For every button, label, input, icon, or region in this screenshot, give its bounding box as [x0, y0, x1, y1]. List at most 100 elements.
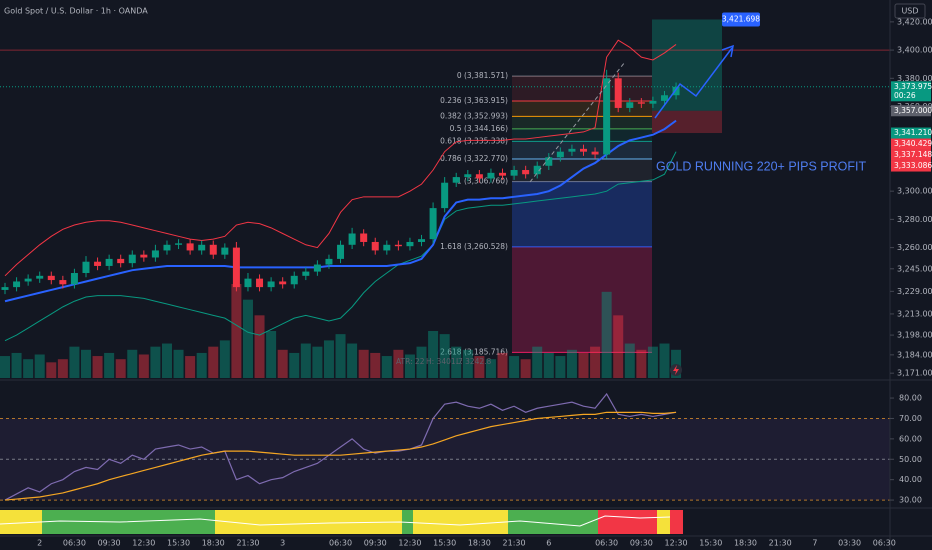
- x-tick-label: 15:30: [433, 539, 456, 548]
- volume-bar: [509, 356, 520, 378]
- price-label-box: [891, 105, 931, 117]
- candle-body: [637, 102, 645, 104]
- y-tick-label: 3,213.000: [897, 309, 932, 318]
- background-layer: 0 (3,381.571) 0.236 (3,363.915) 0.382 (3,3…: [0, 19, 890, 501]
- candle-body: [510, 170, 518, 176]
- x-tick-label: 12:30: [665, 539, 688, 548]
- candle-body: [47, 275, 55, 281]
- candle-body: [533, 165, 541, 175]
- candle-body: [244, 278, 252, 288]
- candle-body: [232, 247, 240, 288]
- fib-label: 0.382 (3,352.993): [440, 111, 508, 120]
- volume-bar: [393, 349, 404, 378]
- volume-bar: [219, 340, 230, 378]
- y-tick-label: 3,245.000: [897, 264, 932, 273]
- volume-bar: [485, 359, 496, 378]
- x-tick-label: 15:30: [699, 539, 722, 548]
- currency-box[interactable]: [894, 3, 926, 19]
- candle-body: [290, 275, 298, 285]
- candle-body: [267, 281, 275, 288]
- candle-body: [348, 233, 356, 245]
- rsi-line: [4, 392, 677, 501]
- x-tick-label: 06:30: [63, 539, 86, 548]
- trend-dashed: [529, 61, 626, 183]
- fib-zone: [512, 116, 652, 129]
- volume-bar: [532, 346, 543, 378]
- candle-body: [394, 244, 402, 247]
- y-tick-label: 30.00: [899, 496, 922, 505]
- volume-bar: [312, 346, 323, 378]
- candle-body: [499, 172, 507, 176]
- candle-body: [24, 278, 32, 282]
- strip-line: [0, 515, 671, 527]
- candle-body: [672, 86, 680, 96]
- volume-bar: [150, 346, 161, 378]
- candle-body: [163, 244, 171, 251]
- candle-body: [660, 95, 668, 101]
- volume-bar: [46, 362, 57, 378]
- volume-bar: [335, 334, 346, 378]
- countdown: 00:26: [894, 91, 916, 100]
- price-label: 3,337.148: [894, 150, 932, 159]
- fib-label: 0.236 (3,363.915): [440, 96, 508, 105]
- y-tick-label: 50.00: [899, 455, 922, 464]
- volume-bar: [57, 359, 68, 378]
- fib-zone: [512, 246, 652, 353]
- volume-bar: [590, 346, 601, 378]
- band-line: [4, 151, 677, 342]
- volume-bar: [266, 331, 277, 378]
- volume-bar: [566, 349, 577, 378]
- volume-bar: [277, 349, 288, 378]
- strip-segment: [670, 510, 683, 534]
- candle-body: [128, 254, 136, 264]
- candle-body: [105, 258, 113, 266]
- indicator-value: ATR: 22: [396, 357, 425, 366]
- volume-bar: [613, 315, 624, 378]
- x-tick-label: 2: [37, 539, 42, 548]
- volume-bar: [347, 343, 358, 378]
- candle-body: [568, 148, 576, 152]
- x-tick-label: 06:30: [595, 539, 618, 548]
- volume-bar: [23, 359, 34, 378]
- candle-body: [360, 233, 368, 242]
- price-label: 3,373.975: [894, 82, 932, 91]
- y-tick-label: 40.00: [899, 475, 922, 484]
- volume-bar: [358, 349, 369, 378]
- candle-body: [649, 100, 657, 104]
- candle-body: [591, 151, 599, 155]
- strip-segment: [657, 510, 670, 534]
- candle-body: [429, 208, 437, 240]
- candle-body: [70, 273, 78, 285]
- price-label: 3,357.000: [894, 106, 932, 115]
- y-tick-label: 3,420.000: [897, 17, 932, 26]
- x-tick-label: 21:30: [503, 539, 526, 548]
- candle-body: [36, 275, 44, 279]
- candle-body: [313, 264, 321, 272]
- volume-bar: [416, 346, 427, 378]
- candle-body: [175, 243, 183, 245]
- candle-body: [626, 102, 634, 108]
- x-tick-label: 6: [546, 539, 551, 548]
- candle-body: [614, 78, 622, 108]
- candle-body: [383, 244, 391, 251]
- volume-bar: [196, 352, 207, 378]
- icon: [673, 365, 679, 375]
- candle-body: [59, 280, 67, 285]
- volume-bar: [231, 284, 242, 378]
- drawing-arrow: [529, 44, 734, 183]
- x-tick-label: 03:30: [838, 539, 861, 548]
- price-label-box: [891, 127, 931, 139]
- y-tick-label: 3,184.000: [897, 350, 932, 359]
- volume-bar: [289, 352, 300, 378]
- band-line: [4, 39, 677, 277]
- rsi-line: [4, 411, 677, 501]
- volume-bar: [636, 349, 647, 378]
- plot-layer: [1, 39, 680, 501]
- fib-label: 2.618 (3,185.716): [440, 347, 508, 356]
- currency[interactable]: USD: [901, 7, 918, 16]
- annotation: GOLD RUNNING 220+ PIPS PROFIT: [656, 159, 866, 173]
- volume-bar: [92, 356, 103, 378]
- candle-body: [1, 287, 9, 290]
- fib-zone: [512, 181, 652, 247]
